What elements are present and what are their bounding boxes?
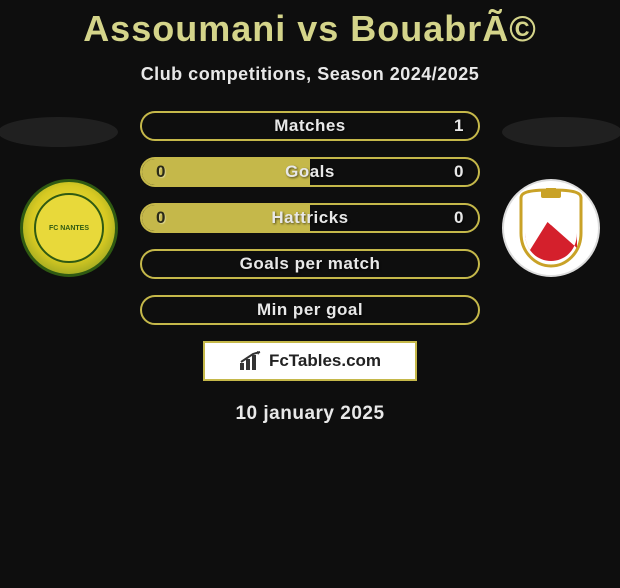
stat-row: Goals per match bbox=[140, 249, 480, 279]
subtitle: Club competitions, Season 2024/2025 bbox=[0, 64, 620, 85]
stats-rows: Matches 1 0 Goals 0 0 Hattricks 0 Goals per matc… bbox=[140, 111, 480, 325]
stat-label: Hattricks bbox=[271, 208, 348, 228]
stat-label: Goals per match bbox=[240, 254, 381, 274]
stat-row: Min per goal bbox=[140, 295, 480, 325]
comparison-panel: FC NANTES Matches 1 0 Goals 0 0 Hattricks 0 Goal… bbox=[0, 111, 620, 425]
stat-row: 0 Hattricks 0 bbox=[140, 203, 480, 233]
stat-value-right: 1 bbox=[454, 116, 464, 136]
club-badge-right bbox=[502, 179, 600, 277]
monaco-crest-icon bbox=[516, 188, 586, 268]
player-ellipse-right bbox=[502, 117, 620, 147]
club-badge-left: FC NANTES bbox=[20, 179, 118, 277]
stat-value-left: 0 bbox=[156, 162, 166, 182]
stat-row: Matches 1 bbox=[140, 111, 480, 141]
stat-value-left: 0 bbox=[156, 208, 166, 228]
club-badge-left-label: FC NANTES bbox=[34, 193, 104, 263]
stat-label: Min per goal bbox=[257, 300, 363, 320]
brand-text: FcTables.com bbox=[269, 351, 381, 371]
bars-icon bbox=[239, 351, 263, 371]
stat-value-right: 0 bbox=[454, 162, 464, 182]
stat-label: Matches bbox=[274, 116, 346, 136]
brand-badge[interactable]: FcTables.com bbox=[203, 341, 417, 381]
stat-row: 0 Goals 0 bbox=[140, 157, 480, 187]
player-ellipse-left bbox=[0, 117, 118, 147]
stat-label: Goals bbox=[285, 162, 335, 182]
page-title: Assoumani vs BouabrÃ© bbox=[0, 8, 620, 50]
stat-value-right: 0 bbox=[454, 208, 464, 228]
date-text: 10 january 2025 bbox=[0, 403, 620, 425]
